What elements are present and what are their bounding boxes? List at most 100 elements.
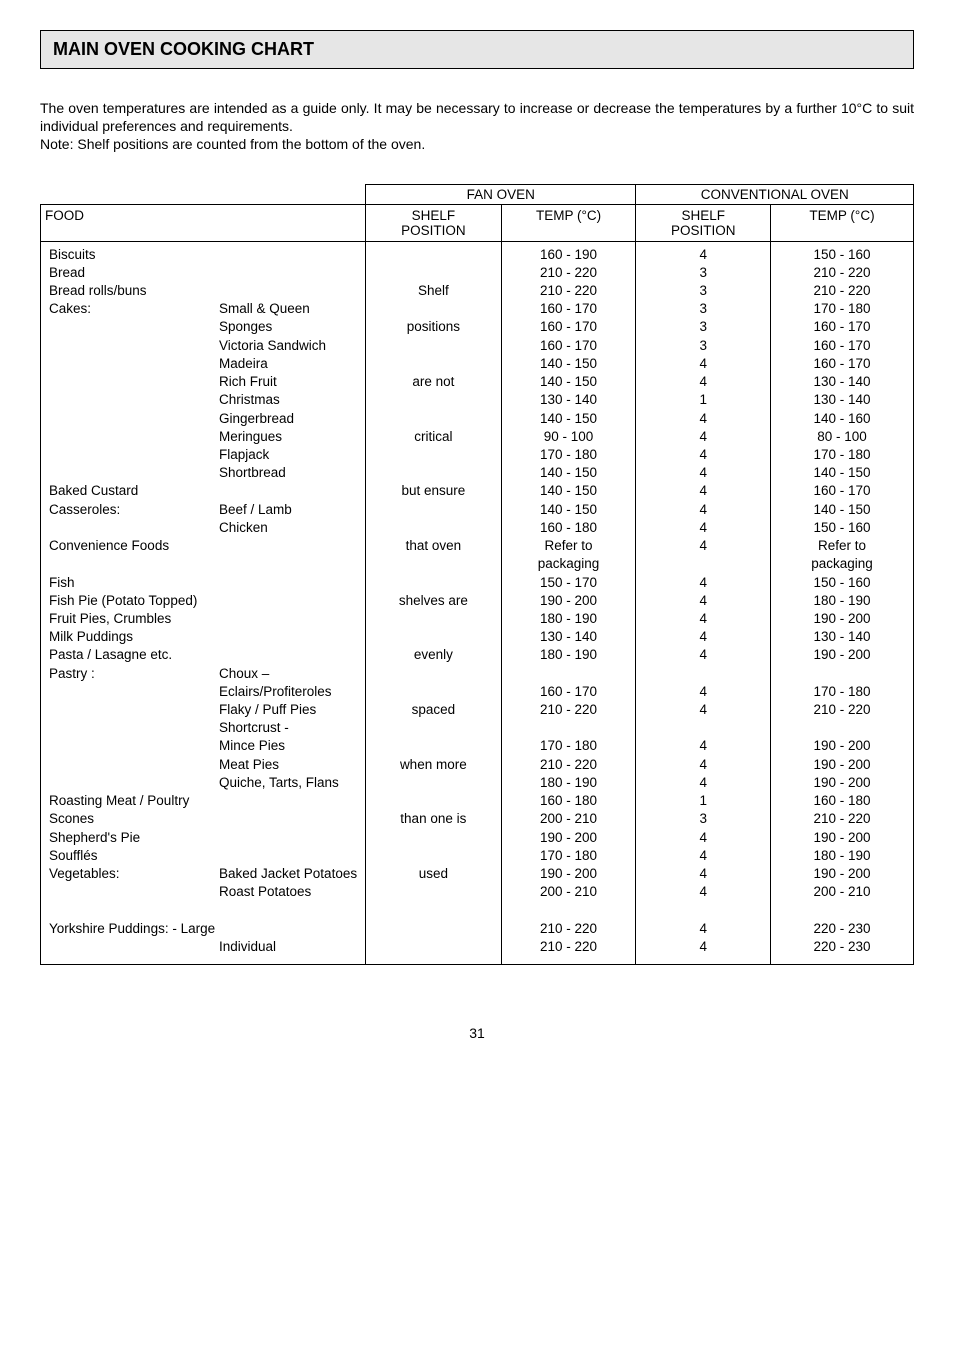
food-sub: Baked Jacket Potatoes	[219, 865, 357, 883]
fan-temp-value: 130 - 140	[510, 628, 628, 646]
fan-shelf-value	[374, 555, 492, 573]
conv-shelf-value: 4	[644, 938, 762, 956]
food-label: Biscuits	[49, 246, 219, 264]
fan-shelf-value: positions	[374, 318, 492, 336]
conv-temp-value: 130 - 140	[779, 373, 905, 391]
conv-temp-value: 140 - 150	[779, 501, 905, 519]
fan-temp-value: 200 - 210	[510, 810, 628, 828]
conv-shelf-value: 4	[644, 883, 762, 901]
food-sub: Meat Pies	[219, 756, 357, 774]
fan-shelf-value	[374, 610, 492, 628]
fan-temp-value: 140 - 150	[510, 355, 628, 373]
table-row: Shepherd's Pie	[49, 829, 357, 847]
fan-temp-value: packaging	[510, 555, 628, 573]
conv-temp-value: 210 - 220	[779, 701, 905, 719]
conv-temp-value: 190 - 200	[779, 646, 905, 664]
food-label: Bread	[49, 264, 219, 282]
table-row: Pastry :Choux –	[49, 665, 357, 683]
conv-shelf-value: 4	[644, 610, 762, 628]
food-sub: Sponges	[219, 318, 357, 336]
food-label: Fish	[49, 574, 219, 592]
food-label: Casseroles:	[49, 501, 219, 519]
fan-temp-value: 160 - 180	[510, 519, 628, 537]
food-label	[49, 756, 219, 774]
fan-temp-value	[510, 901, 628, 919]
food-sub	[219, 628, 357, 646]
fan-temp-value	[510, 719, 628, 737]
food-sub: Shortbread	[219, 464, 357, 482]
fan-shelf-value	[374, 829, 492, 847]
fan-shelf-value	[374, 901, 492, 919]
food-sub	[219, 646, 357, 664]
fan-temp-value: 210 - 220	[510, 920, 628, 938]
conv-temp-value: 170 - 180	[779, 683, 905, 701]
conv-shelf-value: 1	[644, 391, 762, 409]
food-sub: Christmas	[219, 391, 357, 409]
fan-shelf-value: spaced	[374, 701, 492, 719]
conv-shelf-value: 4	[644, 628, 762, 646]
table-row: Milk Puddings	[49, 628, 357, 646]
conv-temp-value: 160 - 180	[779, 792, 905, 810]
table-row	[49, 555, 357, 573]
food-label: Soufflés	[49, 847, 219, 865]
fan-shelf-value: critical	[374, 428, 492, 446]
header-row-2: FOOD SHELFPOSITION TEMP (°C) SHELFPOSITI…	[41, 204, 914, 241]
food-label	[49, 446, 219, 464]
table-row: Shortcrust -	[49, 719, 357, 737]
food-sub: Shortcrust -	[219, 719, 357, 737]
food-sub: Small & Queen	[219, 300, 357, 318]
fan-shelf-value: when more	[374, 756, 492, 774]
fan-temp-value: Refer to	[510, 537, 628, 555]
conv-shelf-value	[644, 665, 762, 683]
table-row: Meat Pies	[49, 756, 357, 774]
food-label	[49, 373, 219, 391]
conv-temp-value: 190 - 200	[779, 610, 905, 628]
food-label	[49, 774, 219, 792]
food-label: Bread rolls/buns	[49, 282, 219, 300]
conv-shelf-value: 4	[644, 920, 762, 938]
table-row: Gingerbread	[49, 410, 357, 428]
table-row: Eclairs/Profiteroles	[49, 683, 357, 701]
fan-temp-value: 160 - 170	[510, 318, 628, 336]
fan-temp-value: 170 - 180	[510, 847, 628, 865]
table-row: Meringues	[49, 428, 357, 446]
food-label: Pasta / Lasagne etc.	[49, 646, 219, 664]
food-sub	[219, 810, 357, 828]
food-label: Pastry :	[49, 665, 219, 683]
food-label: Shepherd's Pie	[49, 829, 219, 847]
fan-temp-value: 190 - 200	[510, 829, 628, 847]
fan-shelf-value	[374, 883, 492, 901]
conv-shelf-value: 4	[644, 537, 762, 555]
food-sub: Roast Potatoes	[219, 883, 357, 901]
fan-temp-value: 190 - 200	[510, 865, 628, 883]
food-column: BiscuitsBreadBread rolls/bunsCakes:Small…	[41, 241, 366, 965]
fan-temp-value: 210 - 220	[510, 701, 628, 719]
conv-temp-value: 160 - 170	[779, 318, 905, 336]
conv-shelf-value	[644, 719, 762, 737]
food-sub: Meringues	[219, 428, 357, 446]
conv-shelf-value: 4	[644, 737, 762, 755]
food-sub	[219, 592, 357, 610]
fan-temp-value: 90 - 100	[510, 428, 628, 446]
conv-shelf-value: 4	[644, 464, 762, 482]
conv-shelf-value: 4	[644, 519, 762, 537]
fan-shelf-value	[374, 628, 492, 646]
header-row-1: FAN OVEN CONVENTIONAL OVEN	[41, 184, 914, 204]
fan-shelf-value	[374, 519, 492, 537]
fan-shelf-value	[374, 574, 492, 592]
fan-temp-value: 190 - 200	[510, 592, 628, 610]
table-row: Individual	[49, 938, 357, 956]
conv-temp-value: 130 - 140	[779, 628, 905, 646]
food-label: Convenience Foods	[49, 537, 219, 555]
conv-shelf-value: 4	[644, 829, 762, 847]
food-sub: Chicken	[219, 519, 357, 537]
page-title: MAIN OVEN COOKING CHART	[53, 39, 901, 60]
table-row: Casseroles:Beef / Lamb	[49, 501, 357, 519]
table-row: Vegetables:Baked Jacket Potatoes	[49, 865, 357, 883]
food-sub	[219, 610, 357, 628]
fan-shelf-value: Shelf	[374, 282, 492, 300]
title-bar: MAIN OVEN COOKING CHART	[40, 30, 914, 69]
fan-temp-value: 170 - 180	[510, 737, 628, 755]
fan-shelf-value: but ensure	[374, 482, 492, 500]
food-sub	[219, 829, 357, 847]
